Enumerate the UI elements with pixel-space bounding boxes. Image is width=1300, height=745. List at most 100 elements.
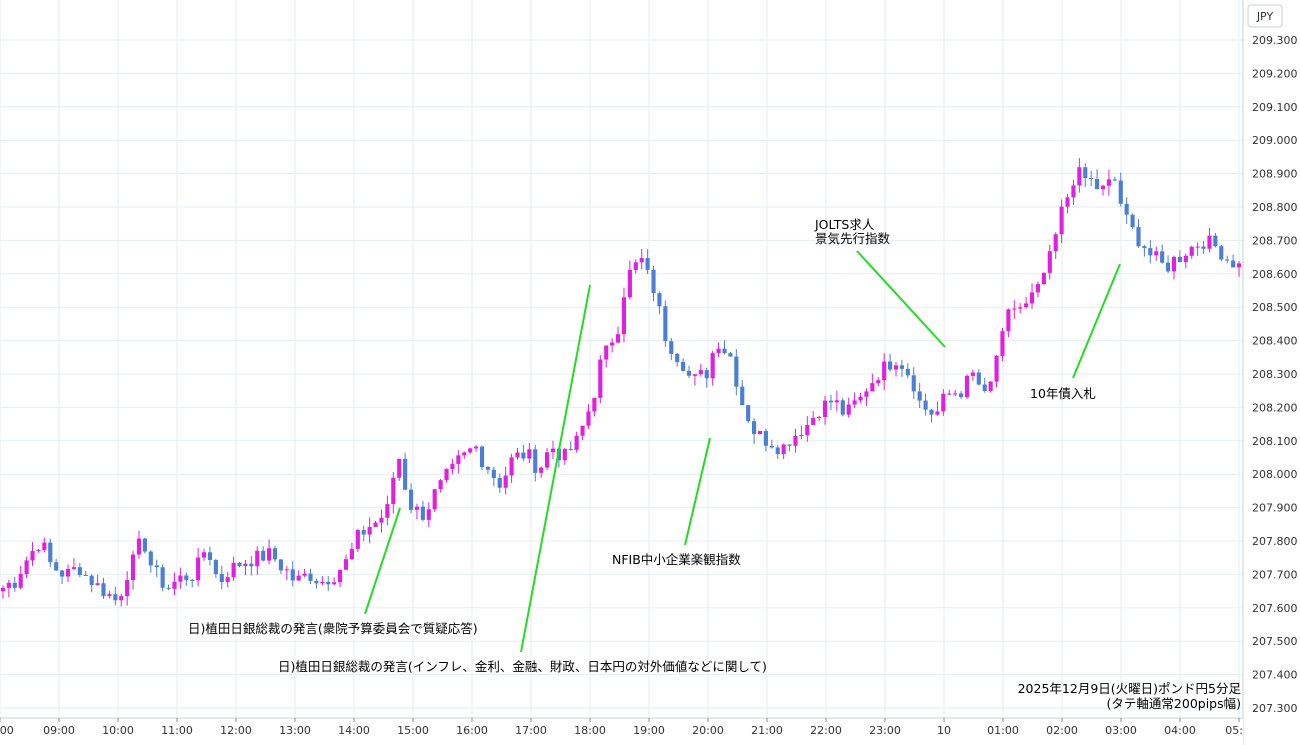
annotation-leader-jolts xyxy=(856,250,946,348)
candle xyxy=(846,397,851,418)
candle xyxy=(379,509,384,533)
candle xyxy=(586,404,591,429)
candle xyxy=(131,550,136,590)
candle-body xyxy=(119,596,124,601)
candle-body xyxy=(947,393,952,395)
annotation-nfib: NFIB中小企業楽観指数 xyxy=(612,552,741,567)
candle-body xyxy=(1006,309,1011,332)
candle-body xyxy=(982,384,987,391)
candle xyxy=(1195,242,1200,256)
candle xyxy=(734,349,739,396)
candle xyxy=(545,448,550,470)
candle xyxy=(1154,246,1159,261)
candle-body xyxy=(190,579,195,581)
candle xyxy=(515,447,520,460)
candle xyxy=(799,425,804,439)
candle xyxy=(1236,261,1242,277)
candle xyxy=(6,579,11,598)
candle xyxy=(775,444,780,459)
candle-body xyxy=(716,348,721,354)
candle-body xyxy=(1183,255,1188,263)
candle-body xyxy=(858,396,863,401)
candle-body xyxy=(929,409,934,415)
candle xyxy=(1225,255,1230,264)
candle-body xyxy=(811,417,816,425)
candle xyxy=(976,369,981,386)
candle-body xyxy=(284,569,289,571)
annotation-leader-nfib xyxy=(684,437,711,546)
candle xyxy=(373,520,378,527)
chart-caption-line1: 2025年12月9日(火曜日)ポンド円5分足 xyxy=(1018,681,1242,696)
candle xyxy=(65,564,71,583)
candle-body xyxy=(71,567,76,569)
candle-body xyxy=(332,582,337,585)
candle xyxy=(805,416,810,442)
candle-body xyxy=(550,448,556,453)
candle xyxy=(710,350,715,386)
candle xyxy=(704,367,709,388)
x-tick-label: 22:00 xyxy=(810,724,842,737)
candle-body xyxy=(988,381,993,391)
x-tick-label: 18:00 xyxy=(574,724,606,737)
candle xyxy=(367,517,372,544)
candle xyxy=(148,550,153,573)
candle xyxy=(1160,244,1165,264)
candle-body xyxy=(686,370,692,376)
candle-body xyxy=(30,551,35,561)
y-tick-label: 209.100 xyxy=(1252,101,1298,114)
candle xyxy=(267,539,272,565)
candle-body xyxy=(1012,308,1017,310)
candle-body xyxy=(1035,284,1041,293)
candle-body xyxy=(261,550,266,561)
candle-body xyxy=(840,400,845,415)
candle-body xyxy=(651,269,656,294)
candle xyxy=(769,439,774,449)
candle xyxy=(521,444,526,462)
y-tick-label: 208.500 xyxy=(1252,301,1298,314)
candle xyxy=(255,546,260,575)
candle-body xyxy=(83,575,88,577)
candle xyxy=(95,574,100,586)
candle-body xyxy=(1047,251,1052,273)
candle xyxy=(403,452,408,491)
candle-body xyxy=(267,548,272,561)
candle-body xyxy=(627,269,632,298)
candle xyxy=(539,466,544,478)
candle xyxy=(1083,163,1088,187)
candle xyxy=(426,502,431,527)
currency-badge[interactable] xyxy=(1247,4,1283,28)
price-scale[interactable] xyxy=(1243,0,1300,718)
candle-body xyxy=(1189,246,1194,256)
y-tick-label: 208.700 xyxy=(1252,234,1298,247)
candle-body xyxy=(213,560,218,575)
candle-body xyxy=(1059,206,1064,235)
candle-body xyxy=(545,452,550,468)
candle-body xyxy=(178,575,183,582)
candle xyxy=(752,418,757,445)
candle xyxy=(876,377,881,387)
candle xyxy=(1201,241,1206,254)
candle xyxy=(669,337,674,361)
candle-body xyxy=(373,522,378,527)
candle-body xyxy=(219,574,224,583)
y-axis-ticks: 207.300 207.400 207.500 207.600 207.700 207.8… xyxy=(1252,34,1298,715)
candle-body xyxy=(107,594,112,597)
x-tick-label: 20:00 xyxy=(692,724,724,737)
y-tick-label: 207.600 xyxy=(1252,602,1298,615)
candle-body xyxy=(580,425,585,436)
x-tick-label: 17:00 xyxy=(515,724,547,737)
candles xyxy=(0,158,1242,607)
time-scale[interactable] xyxy=(0,718,1243,745)
candle-body xyxy=(385,504,390,518)
candle xyxy=(1071,179,1076,205)
candle-body xyxy=(1100,185,1106,190)
candle-body xyxy=(509,457,514,476)
candle xyxy=(243,559,248,576)
y-tick-label: 208.300 xyxy=(1252,368,1298,381)
candle xyxy=(1024,297,1029,309)
candle-body xyxy=(426,509,431,520)
candle-body xyxy=(1148,248,1153,256)
candle xyxy=(533,444,538,482)
annotation-ueda-2: 日)植田日銀総裁の発言(インフレ、金利、金融、財政、日本円の対外価値などに関して… xyxy=(278,659,767,674)
candle-body xyxy=(1112,179,1117,181)
